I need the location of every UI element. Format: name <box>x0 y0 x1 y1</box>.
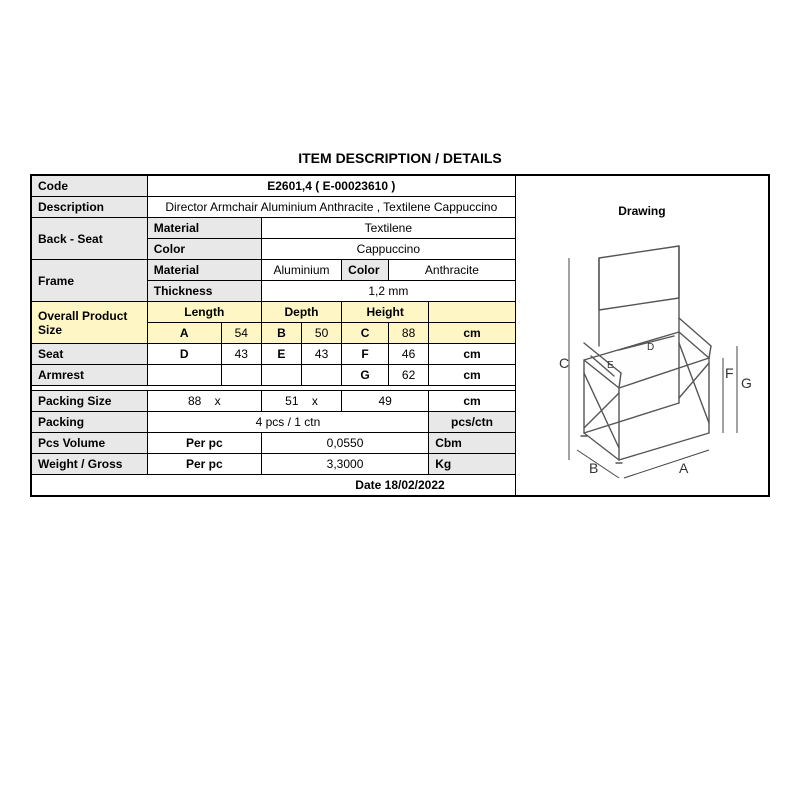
label-frame-color: Color <box>342 260 389 281</box>
label-bs-color: Color <box>147 239 261 260</box>
dim-g-value: 62 <box>389 365 429 386</box>
label-pcs-volume: Pcs Volume <box>31 433 147 454</box>
blank <box>302 365 342 386</box>
value-weight: 3,3000 <box>261 454 428 475</box>
dim-label-g: G <box>741 375 752 391</box>
dim-g-letter: G <box>342 365 389 386</box>
pack-b: 51 <box>285 394 298 408</box>
dim-label-b: B <box>589 460 598 476</box>
value-frame-material: Aluminium <box>261 260 341 281</box>
header-depth: Depth <box>261 302 341 323</box>
pack-x1: x <box>215 394 221 408</box>
chair-drawing: C F G D E B A <box>529 228 754 488</box>
dim-b-letter: B <box>261 323 301 344</box>
label-weight: Weight / Gross <box>31 454 147 475</box>
drawing-cell: Drawing <box>515 175 769 496</box>
dim-label-d: D <box>647 342 654 353</box>
label-bs-material: Material <box>147 218 261 239</box>
blank-hilite <box>429 302 516 323</box>
label-packing-size: Packing Size <box>31 391 147 412</box>
label-description: Description <box>31 197 147 218</box>
value-code: E2601,4 ( E-00023610 ) <box>147 175 515 197</box>
date-footer: Date 18/02/2022 <box>31 475 769 497</box>
dim-d-value: 43 <box>221 344 261 365</box>
label-armrest: Armrest <box>31 365 147 386</box>
page-title: ITEM DESCRIPTION / DETAILS <box>30 150 770 166</box>
value-bs-material: Textilene <box>261 218 515 239</box>
value-frame-color: Anthracite <box>389 260 516 281</box>
blank <box>147 365 221 386</box>
label-thickness: Thickness <box>147 281 261 302</box>
unit-cm-1: cm <box>429 323 516 344</box>
dim-e-letter: E <box>261 344 301 365</box>
dim-label-c: C <box>559 355 569 371</box>
label-overall-size: Overall Product Size <box>31 302 147 344</box>
value-packing: 4 pcs / 1 ctn <box>147 412 428 433</box>
dim-label-a: A <box>679 460 689 476</box>
value-bs-color: Cappuccino <box>261 239 515 260</box>
dim-c-letter: C <box>342 323 389 344</box>
dim-d-letter: D <box>147 344 221 365</box>
unit-cm-4: cm <box>429 391 516 412</box>
unit-pcsctn: pcs/ctn <box>429 412 516 433</box>
label-packing: Packing <box>31 412 147 433</box>
dim-label-e: E <box>607 360 614 371</box>
dim-a-letter: A <box>147 323 221 344</box>
label-backseat: Back - Seat <box>31 218 147 260</box>
blank <box>261 365 301 386</box>
dim-label-f: F <box>725 365 734 381</box>
pack-a: 88 <box>188 394 201 408</box>
dim-b-value: 50 <box>302 323 342 344</box>
pack-c: 49 <box>342 391 429 412</box>
drawing-heading: Drawing <box>522 184 762 228</box>
header-length: Length <box>147 302 261 323</box>
perpc-1: Per pc <box>147 433 261 454</box>
perpc-2: Per pc <box>147 454 261 475</box>
spec-table: Code E2601,4 ( E-00023610 ) Drawing <box>30 174 770 497</box>
unit-kg: Kg <box>429 454 516 475</box>
label-frame-material: Material <box>147 260 261 281</box>
header-height: Height <box>342 302 429 323</box>
label-frame: Frame <box>31 260 147 302</box>
dim-f-value: 46 <box>389 344 429 365</box>
dim-f-letter: F <box>342 344 389 365</box>
blank <box>221 365 261 386</box>
unit-cbm: Cbm <box>429 433 516 454</box>
dim-e-value: 43 <box>302 344 342 365</box>
value-description: Director Armchair Aluminium Anthracite ,… <box>147 197 515 218</box>
unit-cm-2: cm <box>429 344 516 365</box>
unit-cm-3: cm <box>429 365 516 386</box>
pack-x2: x <box>312 394 318 408</box>
label-code: Code <box>31 175 147 197</box>
dim-a-value: 54 <box>221 323 261 344</box>
dim-c-value: 88 <box>389 323 429 344</box>
value-thickness: 1,2 mm <box>261 281 515 302</box>
label-seat: Seat <box>31 344 147 365</box>
value-pcs-volume: 0,0550 <box>261 433 428 454</box>
